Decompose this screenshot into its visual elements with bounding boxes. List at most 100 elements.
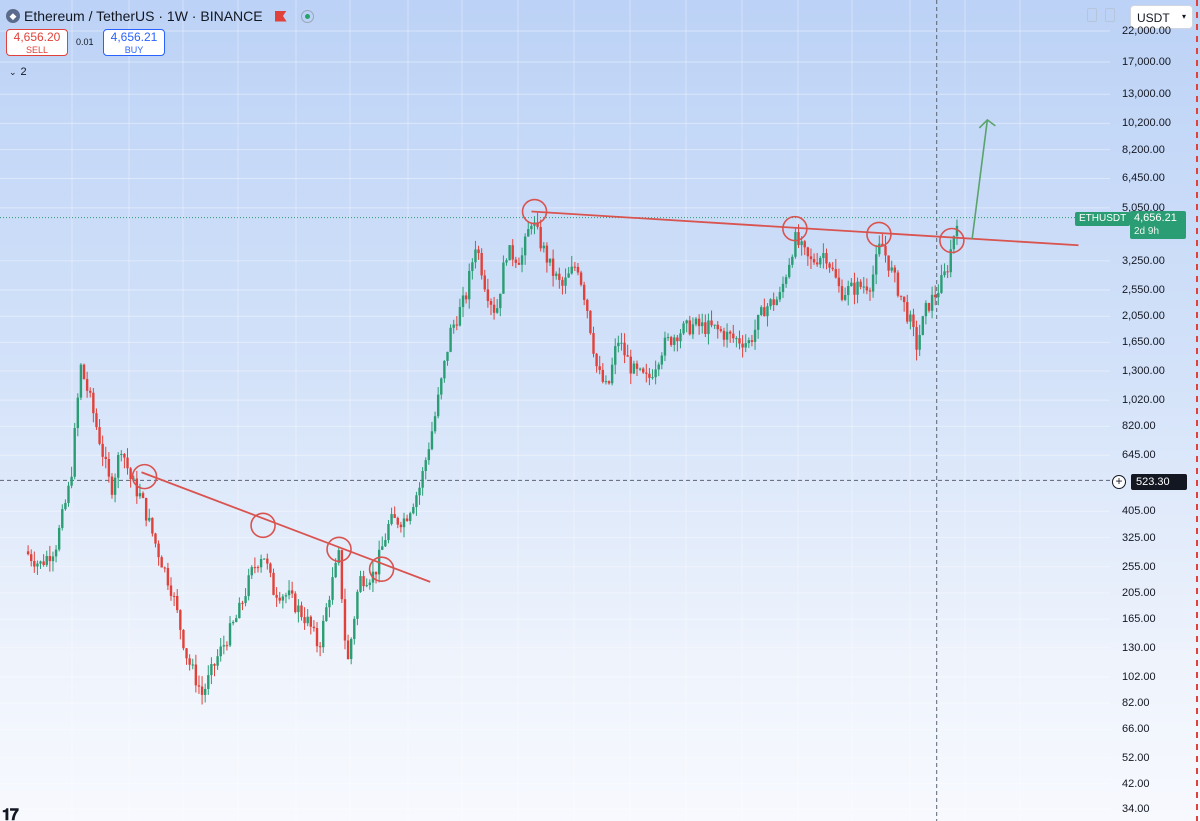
candle — [275, 594, 278, 598]
candle — [859, 281, 862, 287]
candle — [564, 277, 567, 286]
candle — [194, 664, 198, 686]
candle — [415, 495, 418, 508]
candle — [266, 558, 269, 564]
candle — [449, 327, 452, 352]
layout-icon[interactable] — [1105, 8, 1115, 22]
candle — [555, 273, 558, 276]
candle — [862, 286, 865, 288]
candle — [113, 477, 117, 495]
symbol-header[interactable]: ◆ Ethereum / TetherUS · 1W · BINANCE — [6, 6, 314, 26]
candles — [26, 212, 959, 705]
candle — [819, 258, 822, 265]
price-axis-label: 130.00 — [1122, 641, 1156, 654]
candle — [390, 514, 393, 525]
candle — [539, 226, 542, 249]
candle — [589, 310, 592, 334]
candle — [443, 360, 446, 379]
candle — [461, 295, 465, 308]
candle — [638, 368, 642, 370]
candle — [906, 302, 909, 322]
candle — [231, 622, 235, 624]
candle — [418, 487, 421, 496]
candle — [259, 558, 263, 568]
candle — [30, 554, 33, 562]
candle — [294, 593, 297, 613]
candle — [899, 295, 903, 297]
candle — [36, 563, 39, 567]
candle — [666, 337, 670, 339]
candle — [42, 561, 45, 566]
buy-button[interactable]: 4,656.21 BUY — [103, 29, 165, 56]
candle — [753, 329, 757, 342]
market-status-icon[interactable] — [300, 9, 314, 23]
sell-button[interactable]: 4,656.20 SELL — [6, 29, 68, 56]
candle — [154, 533, 157, 544]
price-axis[interactable]: 22,000.00 17,000.00 13,000.00 10,200.00 8,20… — [1110, 0, 1200, 821]
candle — [191, 664, 194, 666]
candle — [328, 599, 331, 608]
candle — [617, 342, 620, 347]
candle — [697, 318, 701, 327]
candle — [492, 304, 496, 313]
candle — [123, 453, 126, 458]
candle — [669, 337, 673, 345]
candle — [921, 316, 924, 336]
touch-circle — [521, 198, 548, 225]
candle — [238, 602, 241, 619]
indicators-toggle[interactable]: ⌄ 2 — [9, 66, 27, 78]
candle — [110, 476, 114, 495]
last-price-tag: 4,656.21 2d 9h — [1130, 211, 1186, 239]
candle — [949, 249, 952, 273]
candle — [45, 556, 48, 566]
candle — [610, 364, 614, 384]
candle — [508, 245, 511, 261]
candle — [67, 485, 70, 503]
candle — [595, 353, 598, 367]
candle — [172, 595, 176, 597]
add-alert-button[interactable]: + — [1112, 475, 1126, 489]
candle — [800, 241, 803, 246]
candle — [685, 320, 688, 324]
candle — [738, 338, 741, 344]
candle — [331, 577, 334, 600]
currency-select[interactable]: USDT ▾ — [1130, 5, 1193, 29]
candle — [356, 591, 359, 619]
candle — [716, 324, 719, 330]
candle — [620, 342, 623, 344]
candle — [197, 685, 201, 687]
price-axis-label: 6,450.00 — [1122, 172, 1165, 185]
settings-icon[interactable] — [1087, 8, 1097, 22]
candle — [570, 266, 573, 274]
candle — [129, 468, 132, 480]
candle — [349, 638, 353, 660]
candle — [359, 576, 362, 592]
chevron-down-icon: ▾ — [1181, 12, 1186, 21]
candle — [480, 253, 483, 276]
candle — [318, 646, 322, 648]
candle — [61, 509, 64, 528]
candle — [809, 256, 813, 260]
candle — [362, 576, 365, 587]
flag-icon[interactable] — [274, 10, 287, 22]
price-axis-label: 1,650.00 — [1122, 336, 1165, 349]
candle — [446, 351, 449, 361]
price-axis-label: 17,000.00 — [1122, 55, 1171, 68]
candle — [679, 333, 682, 342]
candle — [216, 656, 219, 666]
candle — [384, 540, 387, 547]
annotations — [131, 118, 1079, 583]
candle — [337, 550, 340, 563]
candle — [828, 263, 831, 268]
candle — [732, 333, 735, 339]
candle — [263, 558, 266, 560]
candle — [735, 338, 738, 340]
candle — [104, 456, 107, 460]
candle — [188, 658, 191, 665]
candle — [452, 324, 455, 328]
candle — [412, 507, 415, 514]
candle — [402, 518, 406, 528]
candle — [567, 273, 570, 278]
candle — [166, 568, 170, 586]
